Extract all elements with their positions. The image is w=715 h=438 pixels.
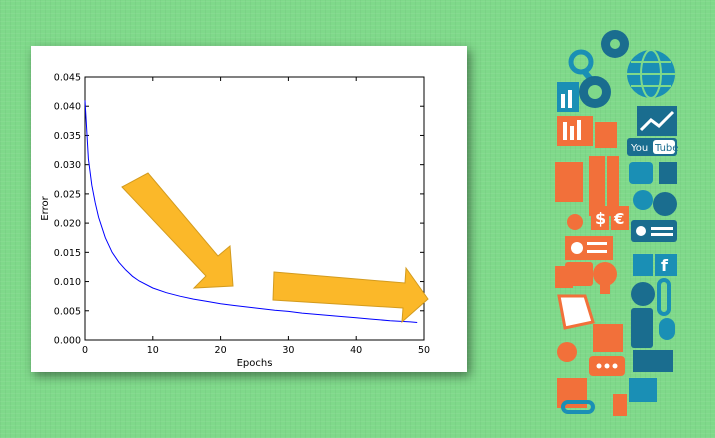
- phone-icon: [631, 308, 653, 348]
- fast-forward-icon: [565, 262, 593, 286]
- camera-icon: [633, 254, 653, 276]
- chat-icon: [589, 356, 625, 376]
- right-arrow: [272, 266, 429, 324]
- bar-chart-icon: [557, 82, 579, 112]
- y-tick-label: 0.035: [54, 131, 81, 142]
- error-line-chart: 0 10 20 30 40 50 0.000 0.005 0.010 0.015 0.020 0.02…: [40, 73, 430, 370]
- svg-text:€: €: [613, 210, 624, 228]
- projector-icon: [631, 220, 677, 242]
- server-icon: [589, 156, 619, 216]
- drop-icon: [567, 214, 583, 230]
- plot-frame: [84, 76, 425, 341]
- svg-text:f: f: [661, 256, 669, 275]
- error-series-line: [84, 100, 418, 323]
- growth-chart-icon: [637, 106, 677, 136]
- lightbulb-icon: [593, 262, 617, 294]
- settings-gear-icon: [579, 76, 611, 108]
- mouse-icon: [659, 318, 675, 340]
- hourglass-icon: [659, 162, 677, 184]
- y-axis-title: Error: [40, 195, 51, 220]
- hourglass-small-icon: [613, 394, 627, 416]
- x-axis-title: Epochs: [237, 358, 273, 369]
- down-right-arrow: [121, 172, 234, 289]
- y-tick-label: 0.015: [54, 248, 81, 259]
- x-tick-label: 10: [147, 345, 159, 356]
- coffee-cup-icon: [629, 378, 657, 402]
- globe-icon: [627, 49, 675, 99]
- x-tick-label: 30: [282, 345, 294, 356]
- technology-icons-strip: You Tube $ €: [555, 30, 678, 416]
- x-tick-label: 0: [82, 345, 88, 356]
- window-icon: [593, 324, 623, 352]
- youtube-icon: You Tube: [627, 138, 678, 156]
- euro-icon: €: [611, 206, 629, 230]
- x-tick-label: 50: [418, 345, 430, 356]
- y-tick-label: 0.045: [54, 73, 81, 84]
- svg-text:You: You: [630, 143, 648, 154]
- y-tick-label: 0.040: [54, 102, 81, 113]
- svg-text:$: $: [595, 209, 606, 228]
- y-tick-label: 0.030: [54, 160, 81, 171]
- dollar-icon: $: [591, 206, 609, 230]
- skype-icon: [653, 192, 677, 216]
- forward-icon: [629, 162, 653, 184]
- bird-icon: [633, 190, 653, 210]
- gear-icon: [601, 30, 629, 58]
- cloud-icon: [557, 342, 577, 362]
- paperclip-icon: [657, 278, 671, 316]
- y-tick-label: 0.005: [54, 306, 81, 317]
- media-player-icon: [633, 350, 673, 372]
- puzzle-icon: [555, 162, 583, 202]
- y-tick-label: 0.010: [54, 277, 81, 288]
- svg-text:Tube: Tube: [654, 143, 678, 154]
- chain-link-icon: [561, 400, 595, 414]
- hand-pointer-icon: [557, 294, 595, 330]
- y-tick-label: 0.020: [54, 219, 81, 230]
- pie-chart-icon: [631, 282, 655, 306]
- x-tick-label: 20: [215, 345, 227, 356]
- x-tick-label: 40: [350, 345, 362, 356]
- y-tick-label: 0.000: [54, 336, 81, 347]
- radio-icon: [565, 236, 613, 260]
- facebook-icon: f: [655, 254, 677, 276]
- easel-icon: [595, 122, 617, 148]
- presentation-icon: [557, 116, 593, 146]
- y-tick-label: 0.025: [54, 189, 81, 200]
- chart-card: 0 10 20 30 40 50 0.000 0.005 0.010 0.015 0.020 0.02…: [31, 46, 467, 372]
